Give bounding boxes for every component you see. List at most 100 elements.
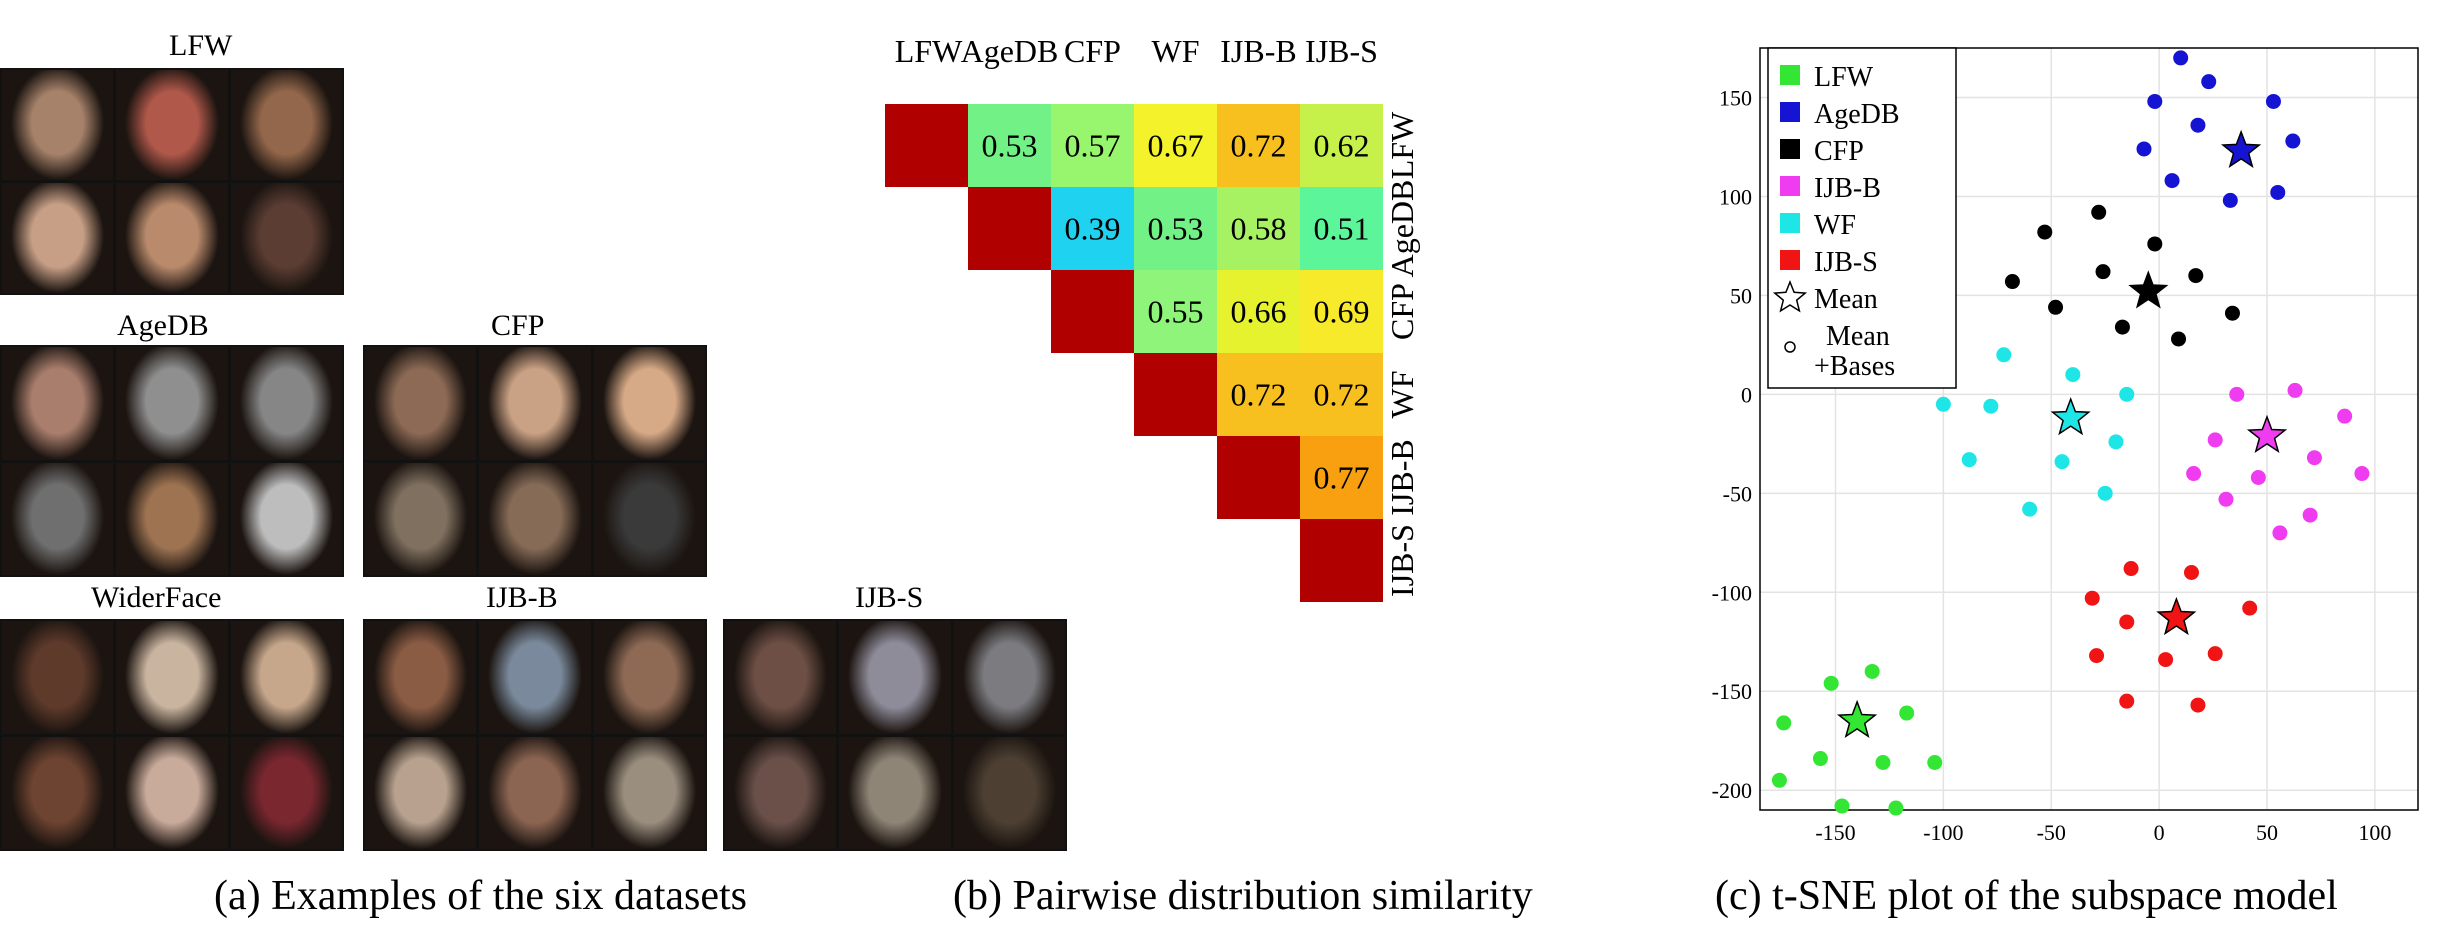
legend-marker (1780, 213, 1800, 233)
face-image (2, 183, 114, 293)
face-image (839, 621, 951, 734)
face-image (230, 736, 342, 849)
face-grid-agedb (0, 345, 344, 577)
legend-marker (1780, 250, 1800, 270)
scatter-point-ijb-b (2306, 450, 2322, 466)
scatter-point-ijb-s (2242, 600, 2258, 616)
scatter-point-wf (2119, 386, 2135, 402)
cell-value: 0.67 (1148, 128, 1204, 164)
cell-value: 0.53 (1148, 211, 1204, 247)
scatter-point-cfp (2224, 305, 2240, 321)
heatmap-cell (1217, 104, 1300, 187)
scatter-point-ijb-b (2186, 466, 2202, 482)
legend-marker (1772, 279, 1808, 313)
heatmap-cell (1217, 187, 1300, 270)
face-image (116, 736, 228, 849)
scatter-point-cfp (2004, 274, 2020, 290)
group-label-widerface: WiderFace (91, 581, 222, 614)
plot-frame (1759, 47, 2419, 811)
heatmap-cell (1051, 104, 1134, 187)
scatter-point-wf (2022, 501, 2038, 517)
caption-a: (a) Examples of the six datasets (214, 873, 747, 919)
legend-marker (1780, 139, 1800, 159)
scatter-point-agedb (2270, 184, 2286, 200)
cell-value: 0.39 (1065, 211, 1121, 247)
face-image (365, 347, 477, 460)
column-label: IJB-S (1305, 33, 1378, 69)
face-image (116, 621, 228, 734)
cell-value: 0.77 (1314, 460, 1370, 496)
tsne-scatter: -150 -100 -50 0 50 100 -200 -150 -100 -50 0 50 100 15… (1712, 47, 2419, 845)
face-image (365, 736, 477, 849)
heatmap-cell (968, 104, 1051, 187)
cell-value: 0.72 (1314, 377, 1370, 413)
row-label: IJB-B (1384, 439, 1420, 515)
legend-label: WF (1814, 210, 1856, 241)
caption-b: (b) Pairwise distribution similarity (953, 873, 1533, 919)
face-image (479, 462, 591, 575)
row-label: IJB-S (1384, 524, 1420, 597)
row-label: AgeDB (1384, 180, 1420, 278)
face-image (725, 736, 837, 849)
mean-star-wf (2050, 396, 2091, 436)
y-tick-label: 150 (1719, 85, 1752, 110)
cell-value: 0.72 (1231, 377, 1287, 413)
face-image (116, 183, 228, 293)
y-tick-label: -100 (1712, 580, 1752, 605)
scatter-point-lfw (1776, 715, 1792, 731)
face-image (2, 736, 114, 849)
heatmap-cell (1051, 187, 1134, 270)
scatter-point-cfp (2188, 268, 2204, 284)
mean-star-lfw (1836, 699, 1878, 739)
mean-star-agedb (2220, 129, 2262, 169)
row-label: CFP (1384, 283, 1420, 340)
y-tick-label: 100 (1719, 184, 1752, 209)
x-tick-label: -50 (2037, 820, 2066, 845)
face-image (839, 736, 951, 849)
diagonal-cell (1217, 436, 1300, 519)
scatter-point-wf (2065, 367, 2081, 383)
face-grid-ijb-s (723, 619, 1067, 851)
x-tick-label: -100 (1923, 820, 1963, 845)
face-image (479, 736, 591, 849)
y-tick-label: -200 (1712, 778, 1752, 803)
scatter-point-agedb (2285, 133, 2301, 149)
face-image (116, 347, 228, 460)
cell-value: 0.53 (982, 128, 1038, 164)
face-image (725, 621, 837, 734)
y-tick-label: -150 (1712, 679, 1752, 704)
y-tick-label: 50 (1730, 283, 1752, 308)
face-image (593, 736, 705, 849)
face-image (2, 347, 114, 460)
face-image (365, 462, 477, 575)
heatmap-cell (1300, 436, 1383, 519)
column-label: CFP (1064, 33, 1121, 69)
scatter-point-agedb (2164, 173, 2180, 189)
scatter-point-wf (2108, 434, 2124, 450)
scatter-point-ijb-s (2119, 614, 2135, 630)
scatter-point-cfp (2091, 204, 2107, 220)
scatter-point-wf (1996, 347, 2012, 363)
scatter-point-ijb-b (2229, 386, 2245, 402)
scatter-point-agedb (2173, 50, 2189, 66)
x-tick-label: 100 (2358, 820, 2391, 845)
x-tick-label: -150 (1815, 820, 1855, 845)
heatmap-cell (1134, 270, 1217, 353)
heatmap-cell (1134, 104, 1217, 187)
face-image (116, 70, 228, 180)
face-image (365, 621, 477, 734)
face-grid-cfp (363, 345, 707, 577)
face-image (479, 621, 591, 734)
legend-label: CFP (1814, 136, 1864, 167)
face-image (2, 621, 114, 734)
scatter-point-ijb-b (2218, 491, 2234, 507)
legend-marker (1780, 176, 1800, 196)
legend-label: +Bases (1814, 351, 1895, 382)
scatter-point-ijb-s (2183, 564, 2199, 580)
heatmap-cell (1300, 270, 1383, 353)
scatter-point-ijb-s (2190, 697, 2206, 713)
mean-star-cfp (2128, 270, 2169, 309)
face-image (593, 462, 705, 575)
scatter-point-ijb-s (2207, 646, 2223, 662)
legend-label: IJB-S (1814, 247, 1878, 278)
